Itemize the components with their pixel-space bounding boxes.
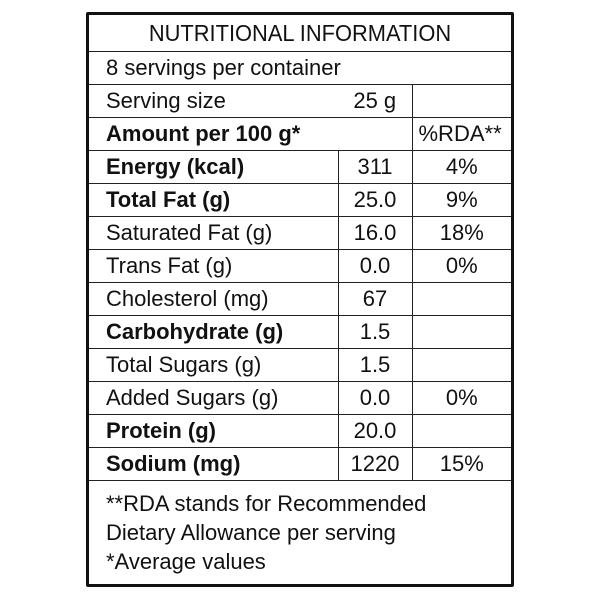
footnotes: **RDA stands for Recommended Dietary All…	[89, 481, 511, 577]
header-row: Amount per 100 g* %RDA**	[89, 117, 512, 151]
nutrition-table: NUTRITIONAL INFORMATION 8 servings per c…	[89, 15, 512, 577]
title-row: NUTRITIONAL INFORMATION	[89, 15, 511, 52]
panel-title: NUTRITIONAL INFORMATION	[99, 15, 501, 52]
footnote-rda: **RDA stands for Recommended	[106, 491, 427, 516]
amount-per-header: Amount per 100 g*	[89, 117, 413, 151]
rda-header: %RDA**	[411, 117, 512, 151]
nutrient-rda: 4%	[411, 150, 512, 184]
nutrient-label: Total Sugars (g)	[89, 348, 339, 382]
nutrient-row: Added Sugars (g) 0.0 0%	[89, 381, 512, 415]
nutrient-rda	[411, 414, 512, 448]
nutrient-value: 25.0	[337, 183, 413, 217]
nutrient-row: Total Fat (g) 25.0 9%	[89, 183, 512, 217]
nutrient-rda: 9%	[411, 183, 512, 217]
nutrient-label: Cholesterol (mg)	[89, 282, 339, 316]
nutrient-value: 67	[337, 282, 413, 316]
serving-size-row: Serving size 25 g	[89, 84, 512, 118]
serving-size-label: Serving size	[89, 84, 338, 118]
serving-size-empty	[411, 84, 512, 118]
nutrient-label: Protein (g)	[89, 414, 339, 448]
footnote-average: *Average values	[106, 549, 266, 574]
servings-row: 8 servings per container	[89, 51, 512, 85]
nutrient-row: Protein (g) 20.0	[89, 414, 512, 448]
nutrient-row: Saturated Fat (g) 16.0 18%	[89, 216, 512, 250]
nutrition-facts-panel: NUTRITIONAL INFORMATION 8 servings per c…	[86, 12, 514, 587]
servings-per-container: 8 servings per container	[89, 51, 512, 85]
nutrient-row: Total Sugars (g) 1.5	[89, 348, 512, 382]
nutrient-value: 20.0	[337, 414, 413, 448]
nutrient-label: Trans Fat (g)	[89, 249, 339, 283]
nutrient-row: Cholesterol (mg) 67	[89, 282, 512, 316]
nutrient-value: 16.0	[337, 216, 413, 250]
nutrient-label: Carbohydrate (g)	[89, 315, 339, 349]
nutrient-rda: 18%	[411, 216, 512, 250]
nutrient-rda: 0%	[411, 249, 512, 283]
nutrient-label: Total Fat (g)	[89, 183, 339, 217]
nutrient-value: 1.5	[337, 315, 413, 349]
nutrient-value: 1.5	[337, 348, 413, 382]
nutrient-rda	[411, 348, 512, 382]
nutrient-rda: 15%	[411, 447, 512, 481]
nutrient-label: Saturated Fat (g)	[89, 216, 339, 250]
nutrient-value: 1220	[337, 447, 413, 481]
nutrient-rda	[411, 315, 512, 349]
nutrient-row: Carbohydrate (g) 1.5	[89, 315, 512, 349]
nutrient-rda: 0%	[411, 381, 512, 415]
nutrient-label: Added Sugars (g)	[89, 381, 339, 415]
nutrient-value: 0.0	[337, 249, 413, 283]
nutrient-row: Sodium (mg) 1220 15%	[89, 447, 512, 481]
nutrient-row: Trans Fat (g) 0.0 0%	[89, 249, 512, 283]
nutrient-value: 0.0	[337, 381, 413, 415]
nutrient-label: Sodium (mg)	[89, 447, 339, 481]
nutrient-label: Energy (kcal)	[89, 150, 339, 184]
serving-size-value: 25 g	[338, 84, 413, 118]
nutrient-value: 311	[337, 150, 413, 184]
nutrient-row: Energy (kcal) 311 4%	[89, 150, 512, 184]
nutrient-rda	[411, 282, 512, 316]
footnote-rda-cont: Dietary Allowance per serving	[106, 520, 396, 545]
